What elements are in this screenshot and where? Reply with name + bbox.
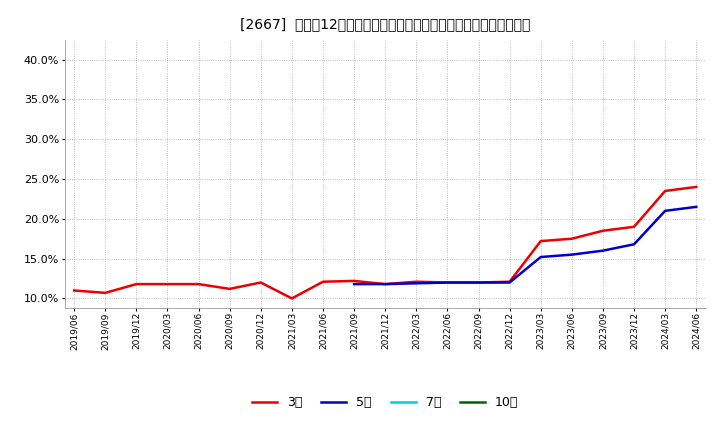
3年	[505, 279, 514, 284]
3年	[101, 290, 109, 296]
3年	[598, 228, 607, 233]
Title: [2667]  売上高12か月移動合計の対前年同期増減率の標準偏差の推移: [2667] 売上高12か月移動合計の対前年同期増減率の標準偏差の推移	[240, 18, 531, 32]
5年	[567, 252, 576, 257]
3年	[256, 280, 265, 285]
5年	[412, 281, 420, 286]
5年	[505, 280, 514, 285]
5年	[661, 208, 670, 213]
3年	[319, 279, 328, 284]
5年	[536, 254, 545, 260]
3年	[381, 282, 390, 287]
3年	[132, 282, 140, 287]
3年	[194, 282, 203, 287]
3年	[661, 188, 670, 194]
3年	[70, 288, 78, 293]
5年	[692, 204, 701, 209]
Line: 5年: 5年	[354, 207, 696, 284]
3年	[536, 238, 545, 244]
5年	[474, 280, 483, 285]
Legend: 3年, 5年, 7年, 10年: 3年, 5年, 7年, 10年	[247, 392, 523, 414]
5年	[630, 242, 639, 247]
5年	[381, 282, 390, 287]
Line: 3年: 3年	[74, 187, 696, 298]
5年	[350, 282, 359, 287]
3年	[163, 282, 172, 287]
3年	[443, 280, 451, 285]
5年	[443, 280, 451, 285]
3年	[567, 236, 576, 242]
3年	[287, 296, 296, 301]
3年	[692, 184, 701, 190]
3年	[412, 279, 420, 284]
3年	[350, 278, 359, 283]
5年	[598, 248, 607, 253]
3年	[630, 224, 639, 229]
3年	[474, 280, 483, 285]
3年	[225, 286, 234, 292]
